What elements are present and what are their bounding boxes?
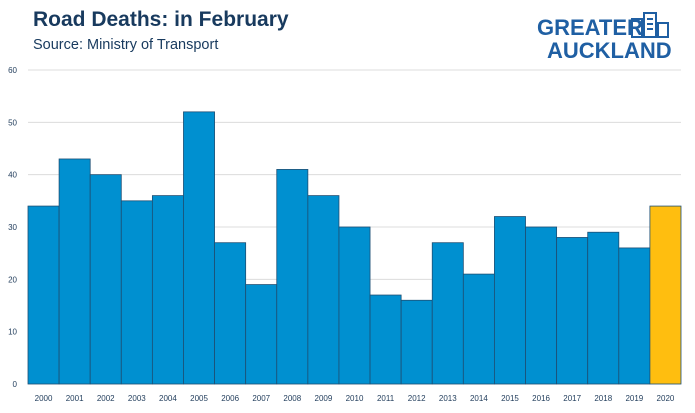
bar-2003 <box>120 200 153 385</box>
bar-2018 <box>587 231 620 385</box>
bar-2009 <box>307 195 340 385</box>
y-axis-tick-labels: 0 10 20 30 40 50 60 <box>8 66 17 389</box>
x-tick-label: 2004 <box>159 394 177 403</box>
bar-2010 <box>338 226 371 385</box>
x-tick-label: 2000 <box>35 394 53 403</box>
bars <box>27 111 682 385</box>
bar-2011 <box>369 294 402 385</box>
bar-2004 <box>151 195 184 385</box>
bar-2016 <box>525 226 558 385</box>
bar-2015 <box>494 216 526 385</box>
x-tick-label: 2016 <box>532 394 550 403</box>
x-tick-label: 2006 <box>221 394 239 403</box>
x-tick-label: 2002 <box>97 394 115 403</box>
chart-title: Road Deaths: in February <box>33 8 289 31</box>
y-tick-label: 30 <box>8 223 17 232</box>
bar-2013 <box>431 242 464 385</box>
x-tick-label: 2011 <box>377 394 395 403</box>
x-tick-label: 2001 <box>66 394 84 403</box>
y-tick-label: 20 <box>8 275 17 284</box>
x-tick-label: 2020 <box>657 394 675 403</box>
bar-2006 <box>214 242 247 385</box>
bar-2007 <box>245 284 278 385</box>
city-buildings-icon <box>631 12 669 38</box>
chart-subtitle: Source: Ministry of Transport <box>33 37 219 53</box>
x-tick-label: 2009 <box>315 394 333 403</box>
x-tick-label: 2003 <box>128 394 146 403</box>
y-tick-label: 10 <box>8 328 17 337</box>
bar-2017 <box>556 237 589 385</box>
y-tick-label: 0 <box>13 380 18 389</box>
x-tick-label: 2008 <box>283 394 301 403</box>
greater-auckland-logo: GREATER AUCKLAND <box>537 12 672 63</box>
x-axis-tick-labels: 2000 2001 2002 2003 2004 2005 2006 2007 2008 2009… <box>35 394 675 403</box>
x-tick-label: 2013 <box>439 394 457 403</box>
bar-2014 <box>462 273 495 385</box>
x-tick-label: 2010 <box>346 394 364 403</box>
y-tick-label: 60 <box>8 66 17 75</box>
bar-2000 <box>27 205 60 385</box>
bar-2020 <box>649 205 682 385</box>
x-tick-label: 2007 <box>252 394 270 403</box>
bar-2012 <box>400 299 433 385</box>
bar-2008 <box>276 169 309 385</box>
x-tick-label: 2017 <box>563 394 581 403</box>
bar-2005 <box>183 111 215 385</box>
logo-text-auckland: AUCKLAND <box>547 38 672 63</box>
y-tick-label: 50 <box>8 118 17 127</box>
x-tick-label: 2012 <box>408 394 426 403</box>
x-tick-label: 2015 <box>501 394 519 403</box>
x-tick-label: 2019 <box>625 394 643 403</box>
x-tick-label: 2014 <box>470 394 488 403</box>
y-tick-label: 40 <box>8 171 17 180</box>
bar-2019 <box>618 247 651 385</box>
logo-text-greater: GREATER <box>537 15 643 40</box>
bar-2002 <box>89 174 122 385</box>
bar-2001 <box>58 158 91 385</box>
x-tick-label: 2005 <box>190 394 208 403</box>
x-tick-label: 2018 <box>594 394 612 403</box>
